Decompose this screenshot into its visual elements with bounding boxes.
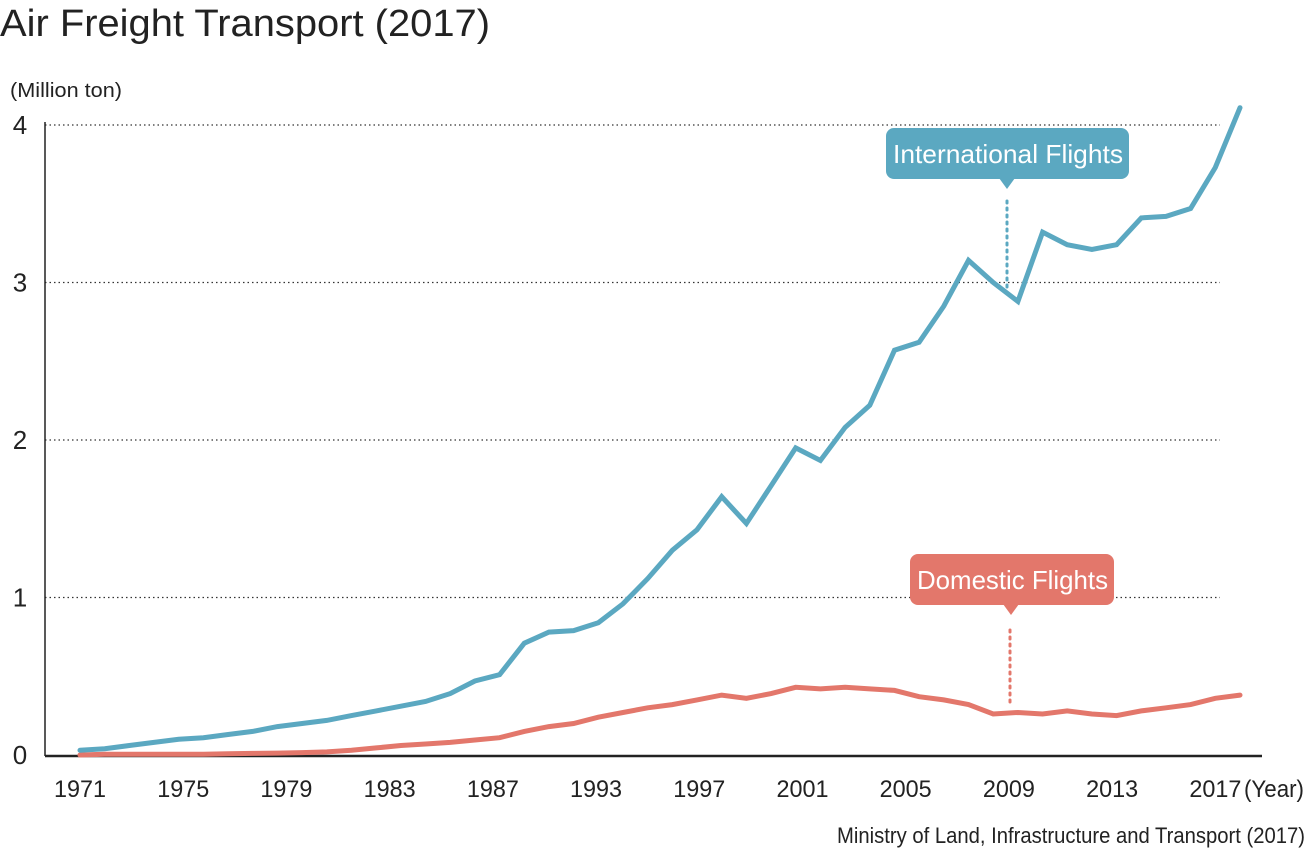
y-tick-label: 2 — [13, 425, 27, 455]
domestic-flights-callout: Domestic Flights — [910, 554, 1114, 706]
y-axis-unit-label: (Million ton) — [10, 80, 122, 102]
chart-title: Air Freight Transport (2017) — [0, 3, 490, 45]
x-tick-label: 1971 — [54, 776, 106, 803]
x-tick-label: 1993 — [570, 776, 622, 803]
y-tick-label: 1 — [13, 583, 27, 613]
x-tick-label: 1975 — [157, 776, 209, 803]
y-tick-label: 4 — [13, 110, 27, 140]
x-tick-label: 2001 — [776, 776, 828, 803]
x-tick-labels: 1971 1975 1979 1983 1987 1993 1997 2001 2005 2009… — [54, 776, 1241, 803]
x-tick-label: 2005 — [880, 776, 932, 803]
x-axis-unit-label: (Year) — [1244, 776, 1304, 803]
y-tick-label: 3 — [13, 268, 27, 298]
domestic-flights-line — [80, 687, 1240, 755]
international-flights-callout: International Flights — [886, 128, 1129, 287]
y-tick-labels: 0 1 2 3 4 — [13, 110, 27, 770]
international-flights-label: International Flights — [893, 139, 1123, 169]
x-tick-label: 1997 — [673, 776, 725, 803]
x-tick-label: 1987 — [467, 776, 519, 803]
y-tick-label: 0 — [13, 740, 27, 770]
callout-pointer — [1003, 604, 1019, 615]
source-note: Ministry of Land, Infrastructure and Tra… — [837, 823, 1305, 848]
x-tick-label: 1983 — [364, 776, 416, 803]
x-tick-label: 1979 — [260, 776, 312, 803]
domestic-flights-label: Domestic Flights — [917, 565, 1108, 595]
x-tick-label: 2017 — [1189, 776, 1241, 803]
gridlines — [45, 125, 1220, 598]
callout-pointer — [999, 178, 1015, 189]
x-tick-label: 2009 — [983, 776, 1035, 803]
international-flights-line — [80, 108, 1240, 751]
x-tick-label: 2013 — [1086, 776, 1138, 803]
series-lines — [80, 108, 1240, 756]
